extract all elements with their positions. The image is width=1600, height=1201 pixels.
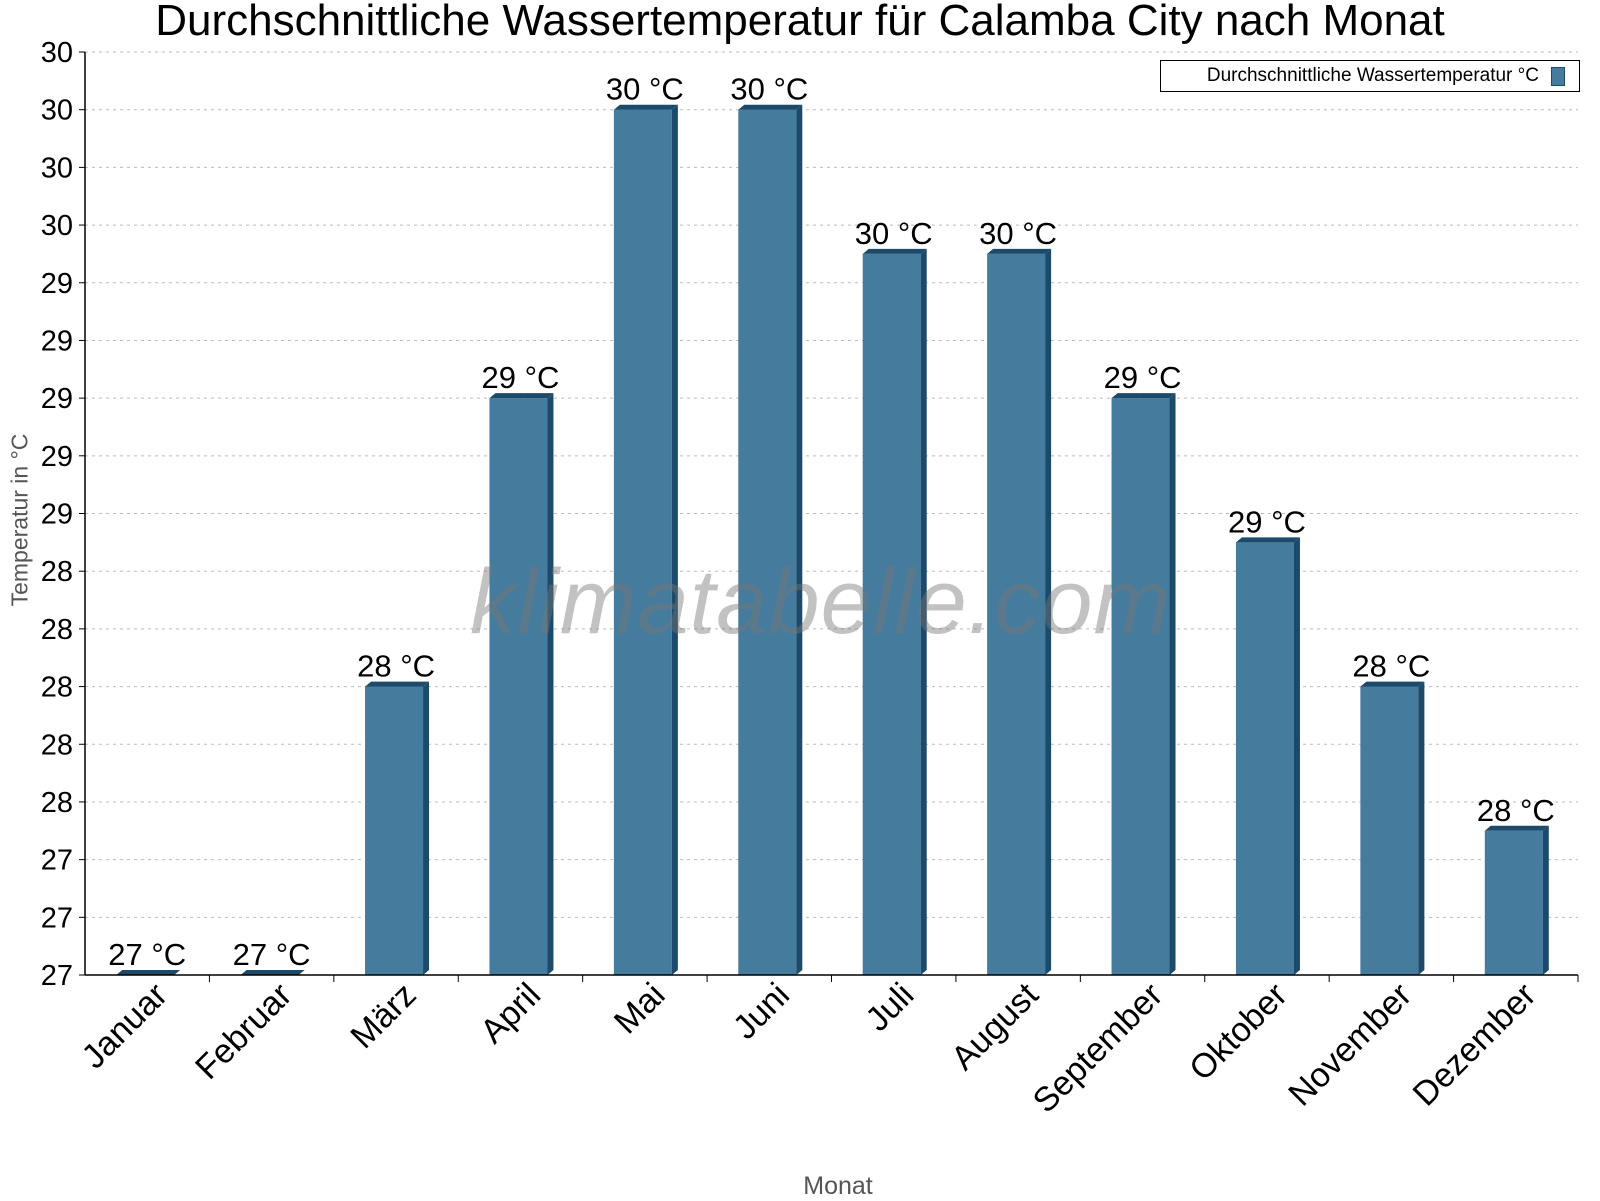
bar-oktober	[1235, 537, 1300, 975]
bar-dezember	[1484, 825, 1549, 975]
x-tick-label: August	[944, 975, 1046, 1077]
y-tick-label: 27	[41, 845, 73, 877]
bars	[116, 104, 1549, 975]
bar-value-label: 27 °C	[233, 937, 311, 972]
y-tick-label: 29	[41, 441, 73, 473]
bar-value-label: 29 °C	[1104, 360, 1182, 395]
gridlines	[85, 51, 1578, 918]
x-axis-ticks: Januar Februar März April Mai Juni Juli AugustS…	[74, 975, 1579, 1120]
y-tick-label: 29	[41, 383, 73, 415]
y-tick-label: 29	[41, 268, 73, 300]
bar-value-label: 28 °C	[1477, 793, 1555, 828]
x-tick-label: Mai	[607, 976, 673, 1042]
x-tick-label: Juni	[726, 976, 797, 1047]
x-tick-label: Dezember	[1406, 976, 1544, 1114]
bar-juni	[738, 104, 803, 975]
bar-value-labels: 27 °C 27 °C 28 °C 29 °C 30 °C 30 °C 30 °C 30 °C…	[108, 72, 1554, 972]
bar-märz	[365, 681, 430, 975]
bar-september	[1111, 393, 1176, 975]
bar-juli	[862, 248, 927, 975]
x-tick-label: April	[473, 976, 548, 1051]
watermark: klimatabelle.com	[470, 551, 1172, 653]
bar-november	[1360, 681, 1425, 975]
bar-januar	[116, 970, 181, 975]
legend-swatch-icon	[1551, 66, 1565, 86]
x-tick-label: Januar	[74, 976, 174, 1076]
bar-august	[987, 248, 1052, 975]
y-tick-label: 30	[41, 95, 73, 127]
y-tick-label: 30	[41, 37, 73, 69]
y-tick-label: 27	[41, 960, 73, 992]
bar-value-label: 30 °C	[979, 216, 1057, 251]
bar-value-label: 27 °C	[108, 937, 186, 972]
y-axis-label: Temperatur in °C	[6, 433, 33, 607]
y-tick-label: 28	[41, 787, 73, 819]
x-tick-label: März	[343, 976, 423, 1056]
y-tick-label: 27	[41, 902, 73, 934]
x-tick-label: Februar	[188, 976, 299, 1087]
y-tick-label: 28	[41, 556, 73, 588]
chart-title: Durchschnittliche Wassertemperatur für C…	[155, 0, 1445, 45]
x-tick-label: Oktober	[1182, 976, 1294, 1088]
y-tick-label: 28	[41, 729, 73, 761]
bar-value-label: 30 °C	[730, 72, 808, 107]
bar-value-label: 30 °C	[855, 216, 933, 251]
y-tick-label: 30	[41, 210, 73, 242]
x-tick-label: November	[1281, 976, 1419, 1114]
y-axis-ticks: 27 27 27 28 28 28 28 28 29 29 29 29 29 30 30 30 30	[41, 37, 85, 992]
x-tick-label: Juli	[858, 976, 921, 1039]
bar-value-label: 28 °C	[1352, 649, 1430, 684]
bar-mai	[613, 104, 678, 975]
y-tick-label: 28	[41, 614, 73, 646]
bar-value-label: 30 °C	[606, 72, 684, 107]
y-tick-label: 29	[41, 325, 73, 357]
y-tick-label: 28	[41, 672, 73, 704]
bar-april	[489, 393, 554, 975]
bar-value-label: 28 °C	[357, 649, 435, 684]
bar-value-label: 29 °C	[1228, 504, 1306, 539]
bar-februar	[240, 970, 305, 975]
x-axis-label: Monat	[803, 1172, 873, 1200]
x-tick-label: September	[1026, 976, 1170, 1120]
y-tick-label: 29	[41, 499, 73, 531]
y-tick-label: 30	[41, 152, 73, 184]
bar-value-label: 29 °C	[482, 360, 560, 395]
legend-label: Durchschnittliche Wassertemperatur °C	[1206, 65, 1539, 86]
legend: Durchschnittliche Wassertemperatur °C	[1160, 60, 1580, 92]
